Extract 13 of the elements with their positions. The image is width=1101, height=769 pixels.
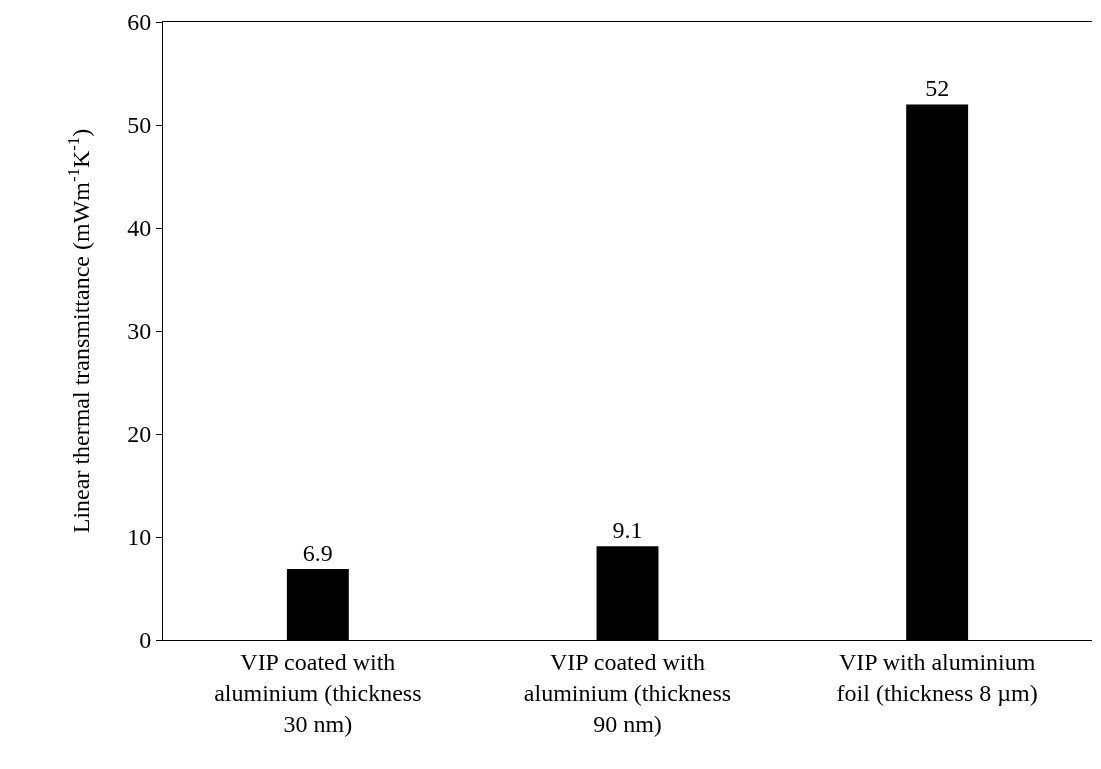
data-label: 6.9 bbox=[302, 539, 333, 566]
data-label: 9.1 bbox=[612, 517, 643, 544]
x-tick-label: VIP coated with aluminium (thickness 90 nm) bbox=[523, 648, 732, 738]
data-label: 52 bbox=[925, 75, 950, 102]
x-tick-label: VIP with aluminium foil (thickness 8 µm) bbox=[836, 648, 1038, 706]
y-tick-label: 10 bbox=[127, 524, 152, 551]
y-tick-label: 50 bbox=[127, 112, 152, 139]
y-tick-label: 30 bbox=[127, 318, 152, 345]
y-tick-label: 40 bbox=[127, 215, 152, 242]
y-tick-label: 60 bbox=[127, 9, 152, 36]
y-tick-label: 20 bbox=[127, 421, 152, 448]
y-tick-label: 0 bbox=[139, 627, 152, 654]
x-tick-label: VIP coated with aluminium (thickness 30 nm) bbox=[214, 648, 422, 738]
